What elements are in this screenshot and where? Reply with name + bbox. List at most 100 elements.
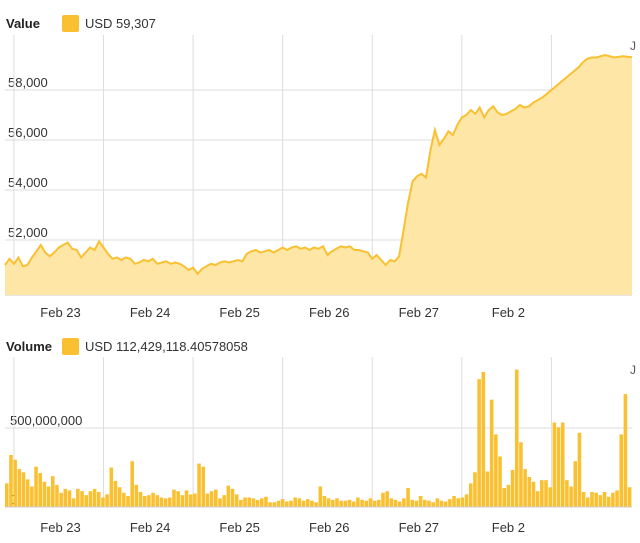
volume-bar[interactable]	[627, 487, 632, 507]
volume-bar[interactable]	[84, 495, 88, 507]
volume-bar[interactable]	[264, 496, 268, 507]
volume-bar[interactable]	[280, 499, 285, 507]
volume-bar[interactable]	[427, 500, 431, 507]
volume-bar[interactable]	[502, 488, 506, 507]
volume-bar[interactable]	[163, 498, 168, 507]
volume-bar[interactable]	[326, 498, 331, 507]
volume-bar[interactable]	[381, 492, 385, 507]
volume-bar[interactable]	[5, 483, 9, 507]
volume-bar[interactable]	[201, 466, 206, 507]
volume-bar[interactable]	[21, 472, 26, 507]
volume-bar[interactable]	[544, 480, 548, 507]
volume-bar[interactable]	[272, 502, 277, 507]
volume-bar[interactable]	[364, 500, 369, 507]
volume-bar[interactable]	[623, 394, 628, 507]
volume-bar[interactable]	[527, 477, 532, 507]
volume-bar[interactable]	[569, 486, 573, 507]
volume-bar[interactable]	[92, 488, 97, 507]
volume-bar[interactable]	[443, 501, 448, 507]
volume-bar[interactable]	[117, 487, 122, 507]
volume-bar[interactable]	[230, 488, 235, 507]
volume-bar[interactable]	[293, 497, 297, 507]
volume-bar[interactable]	[251, 498, 256, 507]
volume-bar[interactable]	[218, 498, 222, 507]
volume-legend-swatch[interactable]	[62, 337, 79, 355]
volume-bar[interactable]	[477, 379, 481, 507]
volume-bar[interactable]	[552, 422, 557, 507]
volume-bar[interactable]	[59, 492, 63, 507]
volume-bar[interactable]	[67, 490, 72, 507]
volume-bar[interactable]	[556, 427, 561, 507]
volume-bar[interactable]	[397, 501, 402, 507]
volume-bar[interactable]	[535, 491, 540, 507]
volume-bar[interactable]	[55, 484, 59, 507]
volume-bar[interactable]	[50, 476, 55, 507]
volume-bar[interactable]	[276, 500, 281, 507]
volume-bar[interactable]	[560, 422, 565, 507]
volume-bar[interactable]	[305, 499, 310, 507]
volume-bar[interactable]	[331, 499, 335, 507]
volume-bar[interactable]	[368, 498, 373, 507]
volume-bar[interactable]	[347, 499, 352, 507]
value-legend-swatch[interactable]	[62, 14, 79, 32]
volume-bar[interactable]	[151, 492, 155, 507]
volume-bar[interactable]	[565, 480, 569, 507]
volume-bar[interactable]	[351, 501, 356, 507]
volume-bar[interactable]	[548, 487, 552, 507]
volume-bar[interactable]	[80, 491, 84, 507]
volume-bar[interactable]	[25, 479, 30, 507]
volume-bar[interactable]	[356, 497, 360, 507]
volume-bar[interactable]	[448, 499, 452, 507]
volume-bar[interactable]	[410, 499, 415, 507]
volume-bar[interactable]	[285, 501, 289, 507]
volume-bar[interactable]	[590, 492, 594, 507]
volume-bar[interactable]	[406, 488, 410, 507]
volume-bar[interactable]	[385, 491, 389, 507]
volume-bar[interactable]	[494, 434, 498, 507]
volume-bar[interactable]	[176, 491, 180, 507]
volume-bar[interactable]	[456, 498, 461, 507]
volume-bar[interactable]	[214, 489, 218, 507]
volume-bar[interactable]	[159, 497, 164, 507]
volume-bar[interactable]	[389, 498, 394, 507]
volume-bar[interactable]	[142, 495, 147, 507]
volume-bar[interactable]	[34, 466, 38, 507]
volume-bar[interactable]	[63, 488, 68, 507]
volume-bar[interactable]	[130, 461, 134, 507]
volume-bar[interactable]	[506, 484, 511, 507]
volume-bar[interactable]	[193, 493, 197, 507]
volume-bar[interactable]	[289, 500, 293, 507]
volume-bar[interactable]	[573, 461, 578, 507]
volume-bar[interactable]	[423, 499, 427, 507]
volume-bar[interactable]	[188, 494, 193, 507]
volume-bar[interactable]	[88, 491, 93, 507]
volume-bar[interactable]	[523, 469, 527, 507]
volume-bar[interactable]	[594, 492, 598, 507]
volume-bar[interactable]	[498, 456, 502, 507]
volume-bar[interactable]	[322, 495, 327, 507]
volume-bar[interactable]	[431, 502, 435, 507]
volume-bar[interactable]	[619, 434, 624, 507]
volume-bar[interactable]	[577, 432, 582, 507]
volume-bar[interactable]	[460, 497, 465, 507]
volume-bar[interactable]	[239, 499, 243, 507]
volume-bar[interactable]	[485, 471, 490, 507]
volume-bar[interactable]	[360, 499, 364, 507]
volume-bar[interactable]	[464, 494, 469, 507]
volume-bar[interactable]	[42, 481, 47, 507]
volume-bar[interactable]	[439, 500, 444, 507]
volume-bar[interactable]	[147, 495, 151, 507]
volume-bar[interactable]	[155, 495, 160, 507]
volume-bar[interactable]	[615, 490, 619, 507]
volume-bar[interactable]	[414, 500, 419, 507]
volume-bar[interactable]	[393, 499, 398, 507]
volume-bar[interactable]	[377, 499, 381, 507]
volume-bar[interactable]	[301, 500, 306, 507]
volume-bar[interactable]	[113, 480, 118, 507]
volume-bar[interactable]	[205, 493, 210, 507]
volume-bar[interactable]	[76, 488, 80, 507]
volume-bar[interactable]	[581, 492, 586, 507]
volume-bar[interactable]	[468, 483, 473, 507]
volume-bar[interactable]	[134, 484, 139, 507]
volume-bar[interactable]	[9, 454, 13, 507]
